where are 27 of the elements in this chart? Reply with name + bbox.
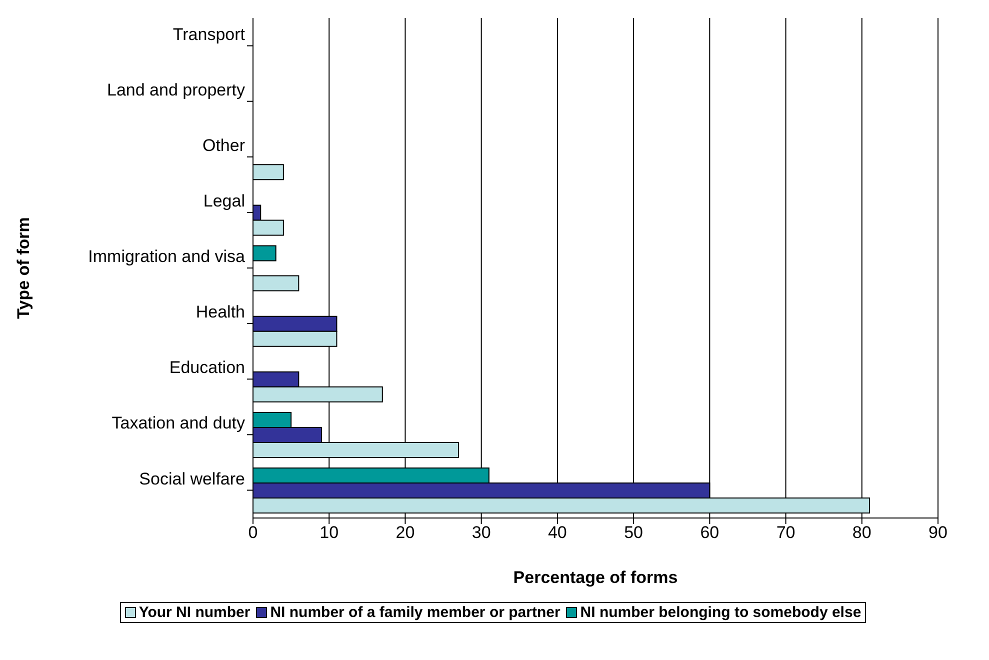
x-tick-label: 0 [248, 523, 258, 542]
legend-label: Your NI number [138, 604, 250, 621]
legend-label: NI number belonging to somebody else [580, 604, 862, 621]
x-axis-title: Percentage of forms [513, 568, 678, 587]
x-tick-label: 40 [548, 523, 567, 542]
y-tick-label: Taxation and duty [112, 414, 246, 433]
x-tick-label: 90 [928, 523, 948, 542]
x-tick-label: 30 [472, 523, 491, 542]
y-axis-title: Type of form [14, 217, 34, 319]
x-tick-label: 20 [396, 523, 415, 542]
x-tick-label: 80 [852, 523, 872, 542]
x-tick-label: 70 [776, 523, 796, 542]
y-tick-label: Education [169, 358, 245, 378]
bar [253, 275, 300, 292]
y-tick-label: Immigration and visa [88, 247, 246, 266]
y-tick-label: Legal [203, 191, 245, 210]
y-tick-label: Social welfare [139, 469, 245, 488]
y-tick-label: Transport [172, 24, 246, 44]
y-tick-label: Land and property [107, 80, 246, 100]
legend-label: NI number of a family member or partner [270, 604, 560, 621]
x-tick-label: 60 [700, 523, 720, 542]
x-tick-label: 50 [624, 523, 644, 542]
y-tick-label: Health [196, 302, 245, 322]
bar [253, 164, 284, 180]
x-tick-label: 10 [320, 523, 339, 542]
y-tick-label: Other [202, 136, 246, 155]
bar [253, 245, 276, 262]
